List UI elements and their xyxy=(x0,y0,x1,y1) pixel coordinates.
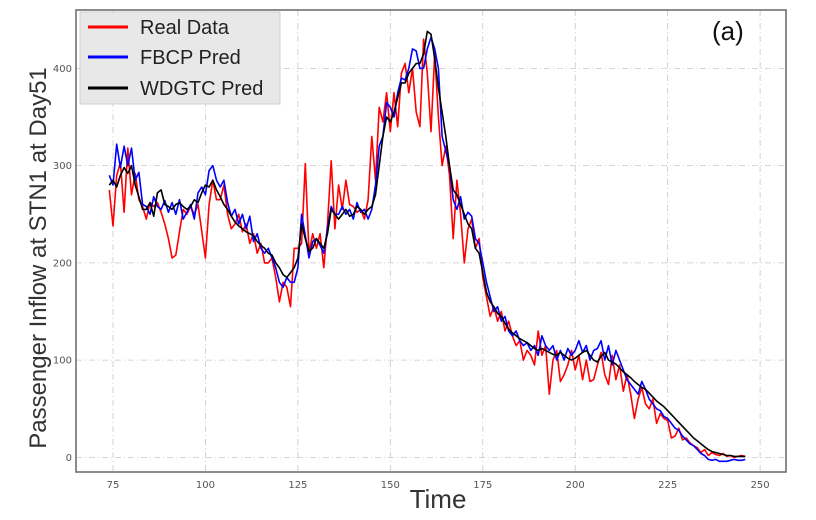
legend-item-fbcp: FBCP Pred xyxy=(88,47,241,69)
series-line-0 xyxy=(108,38,746,459)
x-tick-label: 200 xyxy=(566,480,585,491)
x-tick-label: 225 xyxy=(658,480,677,491)
series-line-1 xyxy=(108,36,746,463)
x-tick-label: 150 xyxy=(381,480,400,491)
legend-label-real: Real Data xyxy=(140,17,230,39)
x-tick-label: 75 xyxy=(107,480,120,491)
x-tick-labels: 75 100 125 150 175 200 225 250 xyxy=(107,480,770,491)
series-layer xyxy=(108,30,746,463)
y-tick-label: 0 xyxy=(66,453,72,464)
legend-label-fbcp: FBCP Pred xyxy=(140,47,241,69)
x-tick-label: 100 xyxy=(196,480,215,491)
x-tick-label: 175 xyxy=(473,480,492,491)
panel-label: (a) xyxy=(712,16,744,46)
plot-frame xyxy=(75,9,787,473)
y-tick-label: 300 xyxy=(53,161,72,172)
y-tick-label: 400 xyxy=(53,64,72,75)
y-tick-label: 100 xyxy=(53,356,72,367)
y-tick-labels: 0 100 200 300 400 xyxy=(53,64,72,464)
series-line-2 xyxy=(108,30,746,458)
legend: Real Data FBCP Pred WDGTC Pred xyxy=(79,11,281,105)
legend-label-wdgtc: WDGTC Pred xyxy=(140,78,263,100)
x-tick-label: 250 xyxy=(751,480,770,491)
legend-item-real: Real Data xyxy=(88,17,230,39)
x-tick-label: 125 xyxy=(288,480,307,491)
x-axis-title: Time xyxy=(410,484,467,514)
y-tick-label: 200 xyxy=(53,258,72,269)
legend-item-wdgtc: WDGTC Pred xyxy=(88,78,263,100)
y-axis-title: Passenger Inflow at STN1 at Day51 xyxy=(25,67,52,449)
